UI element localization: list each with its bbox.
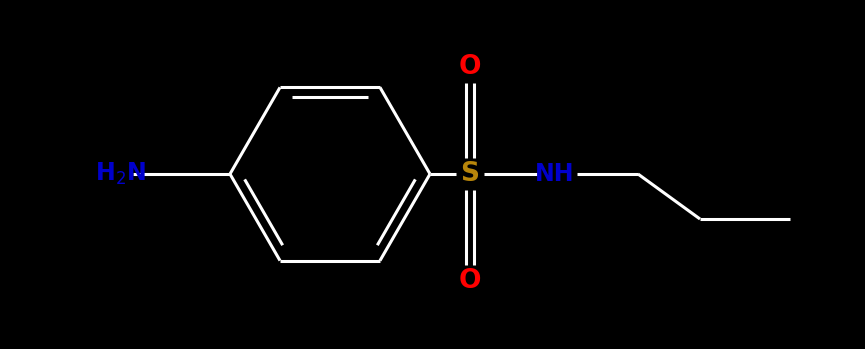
Text: S: S (460, 161, 479, 187)
Text: O: O (458, 54, 481, 80)
Text: NH: NH (535, 162, 574, 186)
Text: H$_2$N: H$_2$N (95, 161, 146, 187)
Text: O: O (458, 268, 481, 294)
